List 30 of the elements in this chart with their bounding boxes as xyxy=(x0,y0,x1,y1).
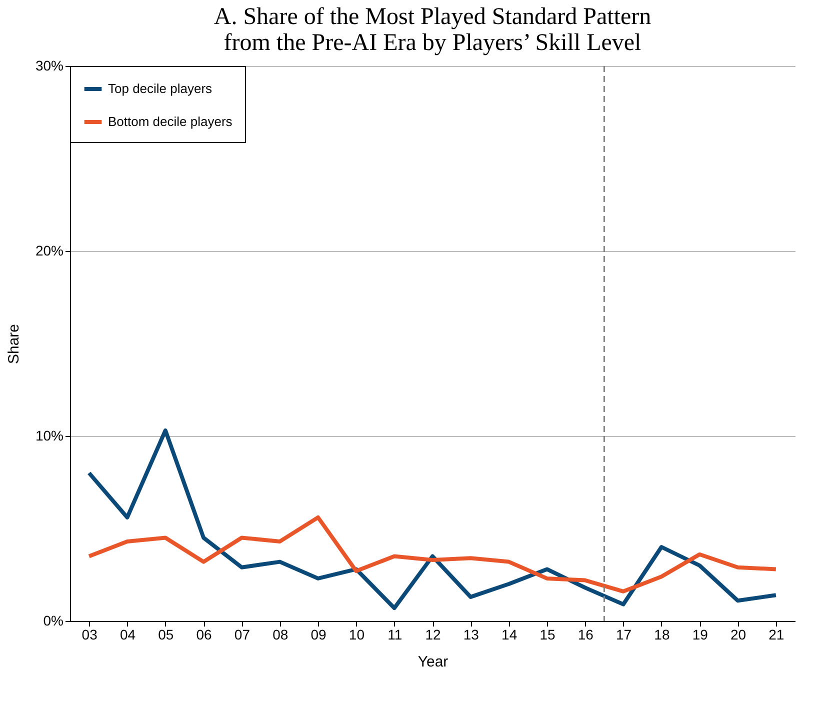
y-tick-label: 0% xyxy=(43,612,64,628)
chart-title: A. Share of the Most Played Standard Pattern from the Pre-AI Era by Players’ Skill Level xyxy=(214,4,652,56)
x-tick-label: 03 xyxy=(82,626,98,642)
x-tick-label: 16 xyxy=(578,626,594,642)
x-tick-label: 13 xyxy=(463,626,480,642)
x-tick-label: 17 xyxy=(616,626,632,642)
line-series xyxy=(87,515,778,594)
x-tick-label: 15 xyxy=(540,626,556,642)
x-tick-label: 20 xyxy=(730,626,746,642)
y-tick-label: 20% xyxy=(35,242,64,258)
x-tick-label: 12 xyxy=(425,626,441,642)
x-tick-label: 04 xyxy=(120,626,136,642)
x-tick-label: 08 xyxy=(272,626,288,642)
x-tick-label: 18 xyxy=(654,626,670,642)
x-tick-label: 11 xyxy=(388,626,402,642)
x-tick-label: 14 xyxy=(502,626,518,642)
y-axis-title: Share xyxy=(5,324,22,364)
y-tick-label: 10% xyxy=(35,428,64,444)
x-tick-label: 09 xyxy=(310,626,327,642)
x-tick-label: 10 xyxy=(348,626,365,642)
legend-label: Bottom decile players xyxy=(108,114,233,129)
legend-label: Top decile players xyxy=(108,81,213,96)
x-tick-label: 06 xyxy=(196,626,212,642)
x-tick-label: 05 xyxy=(158,626,174,642)
line-series xyxy=(87,428,778,610)
x-tick-label: 19 xyxy=(692,626,708,642)
y-tick-label: 30% xyxy=(35,58,64,74)
x-tick-label: 07 xyxy=(234,626,250,642)
x-tick-label: 21 xyxy=(768,626,784,642)
x-axis-title: Year xyxy=(418,654,448,670)
